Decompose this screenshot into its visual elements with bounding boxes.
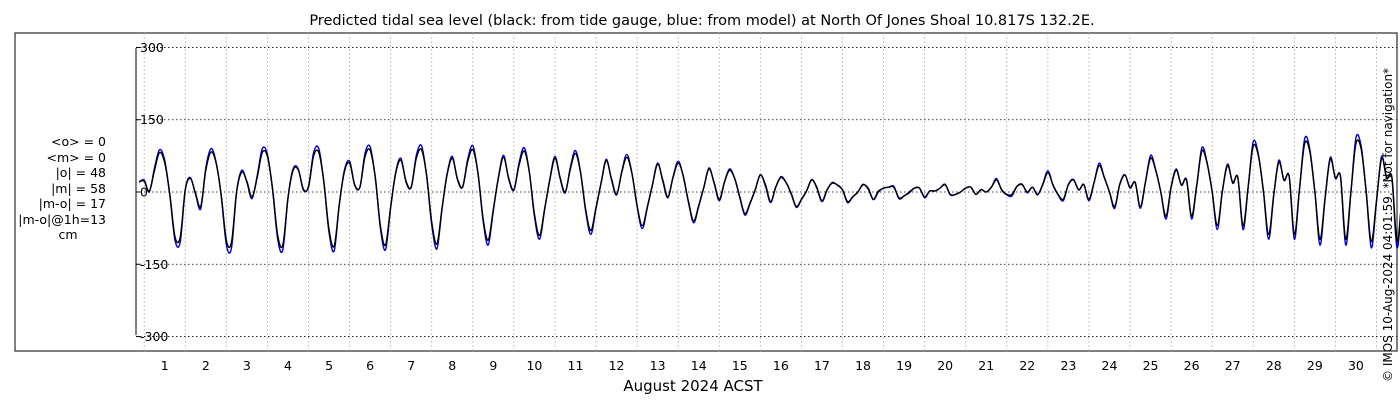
y-axis-ticks: 300 150 0 -150 -300 <box>136 40 168 344</box>
x-tick-label: 29 <box>1307 358 1323 373</box>
series-group <box>138 133 1400 254</box>
x-tick-label: 20 <box>937 358 953 373</box>
stat-mean-model: <m> = 0 <box>46 149 107 165</box>
copyright-note: © IMOS 10-Aug-2024 04:01:59. *Not for na… <box>1381 68 1395 382</box>
x-tick-label: 18 <box>855 358 871 373</box>
x-tick-label: 1 <box>161 358 169 373</box>
stat-unit: cm <box>58 227 78 242</box>
stat-mean-obs: <o> = 0 <box>51 134 106 149</box>
stat-abs-diff: |m-o| = 17 <box>38 196 106 211</box>
x-tick-label: 24 <box>1102 358 1118 373</box>
series-line-tide-gauge <box>138 139 1400 249</box>
y-tick-label: 0 <box>140 185 148 200</box>
x-tick-label: 23 <box>1060 358 1076 373</box>
x-axis-ticks: 1 2 3 4 5 6 7 8 9 10 11 12 13 14 15 16 17 18 19 20 21 22 23 24 2… <box>161 358 1364 373</box>
x-tick-label: 6 <box>366 358 374 373</box>
stats-panel: <o> = 0 <m> = 0 |o| = 48 |m| = 58 |m-o| … <box>16 134 106 243</box>
x-tick-label: 21 <box>978 358 994 373</box>
x-tick-label: 9 <box>489 358 497 373</box>
x-tick-label: 27 <box>1225 358 1241 373</box>
y-tick-label: -300 <box>140 329 168 344</box>
grid <box>136 33 1397 351</box>
stat-abs-obs: |o| = 48 <box>55 165 106 180</box>
x-tick-label: 30 <box>1348 358 1364 373</box>
x-tick-label: 17 <box>814 358 830 373</box>
y-tick-label: 150 <box>140 112 164 127</box>
y-tick-label: -150 <box>140 257 168 272</box>
x-tick-label: 22 <box>1019 358 1035 373</box>
x-tick-label: 26 <box>1184 358 1200 373</box>
x-tick-label: 2 <box>202 358 210 373</box>
x-tick-label: 13 <box>650 358 666 373</box>
x-tick-label: 25 <box>1143 358 1159 373</box>
x-tick-label: 10 <box>526 358 542 373</box>
x-tick-label: 11 <box>568 358 584 373</box>
x-tick-label: 16 <box>773 358 789 373</box>
stat-abs-model: |m| = 58 <box>51 180 106 196</box>
x-tick-label: 28 <box>1266 358 1282 373</box>
x-tick-label: 3 <box>243 358 251 373</box>
x-tick-label: 12 <box>609 358 625 373</box>
chart-title: Predicted tidal sea level (black: from t… <box>309 13 1094 29</box>
x-tick-label: 19 <box>896 358 912 373</box>
x-tick-label: 4 <box>284 358 292 373</box>
x-tick-label: 14 <box>691 358 707 373</box>
outer-frame <box>14 32 1398 352</box>
stat-abs-diff-1h: |m-o|@1h=13 <box>18 211 106 227</box>
series-line-model <box>138 133 1400 254</box>
x-tick-label: 8 <box>448 358 456 373</box>
x-tick-label: 7 <box>407 358 415 373</box>
x-tick-label: 5 <box>325 358 333 373</box>
y-tick-label: 300 <box>140 40 164 55</box>
x-tick-label: 15 <box>732 358 748 373</box>
x-axis-label: August 2024 ACST <box>623 377 763 395</box>
